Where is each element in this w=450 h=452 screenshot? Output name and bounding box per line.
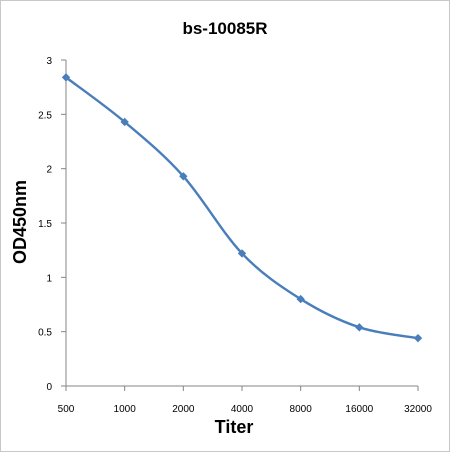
x-tick-label: 32000 [404, 404, 432, 415]
y-tick-label: 1.5 [38, 219, 52, 230]
x-tick-label: 4000 [231, 404, 254, 415]
y-tick-label: 2.5 [38, 110, 52, 121]
data-point-16000 [355, 323, 364, 332]
x-axis-title: Titer [215, 417, 254, 437]
data-point-8000 [296, 294, 305, 304]
y-axis-ticks: 0 0.5 1 1.5 2 2.5 3 [38, 56, 66, 393]
series-line [65, 76, 419, 340]
data-point-32000 [413, 333, 423, 343]
data-markers [61, 73, 423, 343]
y-tick-label: 3 [46, 56, 52, 67]
y-tick-label: 2 [46, 165, 52, 176]
y-tick-label: 0.5 [38, 328, 52, 339]
x-tick-label: 500 [58, 404, 75, 415]
y-axis-title: OD450nm [10, 180, 30, 264]
y-tick-label: 0 [46, 382, 52, 393]
data-point-2000 [179, 172, 188, 181]
data-point-500 [61, 73, 71, 82]
x-tick-label: 1000 [114, 404, 137, 415]
x-axis-ticks: 500 1000 2000 4000 8000 16000 32000 [58, 386, 432, 415]
data-point-4000 [237, 249, 247, 258]
chart-title: bs-10085R [182, 19, 267, 38]
x-tick-label: 16000 [345, 404, 373, 415]
x-tick-label: 2000 [172, 404, 195, 415]
x-tick-label: 8000 [290, 404, 313, 415]
data-point-1000 [120, 117, 129, 127]
y-tick-label: 1 [46, 273, 52, 284]
